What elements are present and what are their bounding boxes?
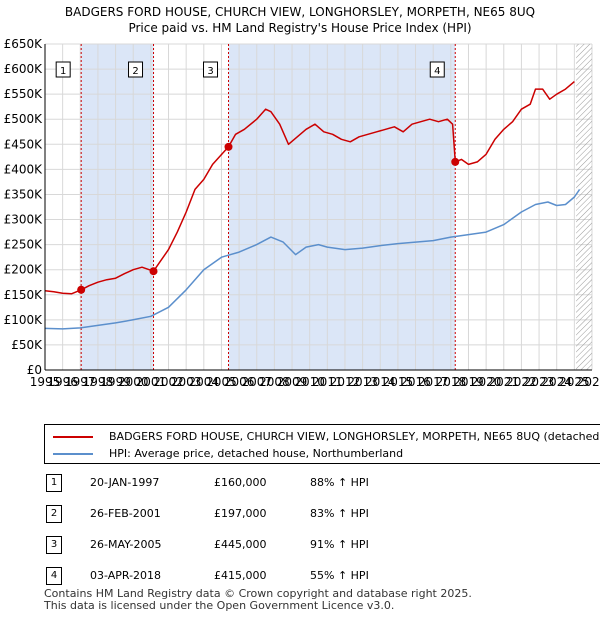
- sale-number-badge: 1: [46, 474, 62, 492]
- y-tick-label: £600K: [4, 62, 44, 76]
- legend-swatch-hpi: [53, 453, 93, 455]
- price-chart: 1 2 3 4 £0 £50K £100K £150K £200K £250K £300K £350…: [4, 37, 600, 389]
- x-tick-label: 2009: [277, 375, 308, 389]
- sale-point: [77, 285, 86, 294]
- y-tick-label: £650K: [4, 37, 44, 51]
- x-tick-label: 2012: [330, 375, 361, 389]
- x-tick-label: 2014: [365, 375, 396, 389]
- x-tick-label: 2024: [541, 375, 572, 389]
- chart-legend: BADGERS FORD HOUSE, CHURCH VIEW, LONGHOR…: [44, 424, 600, 464]
- x-tick-label: 2005: [206, 375, 237, 389]
- ownership-shade: [228, 44, 456, 370]
- ownership-shade: [81, 44, 154, 370]
- sale-row: 1 20-JAN-1997 £160,000 88% ↑ HPI: [44, 474, 444, 492]
- sale-number-badge: 4: [46, 567, 62, 585]
- y-tick-label: £550K: [4, 87, 44, 101]
- sale-row: 2 26-FEB-2001 £197,000 83% ↑ HPI: [44, 505, 444, 523]
- x-tick-label: 2022: [506, 375, 537, 389]
- sale-date: 03-APR-2018: [90, 569, 162, 582]
- chart-title-line-1: BADGERS FORD HOUSE, CHURCH VIEW, LONGHOR…: [64, 5, 536, 19]
- x-tick-label: 2011: [312, 375, 343, 389]
- x-tick-label: 2023: [524, 375, 555, 389]
- x-tick-label: 2016: [400, 375, 431, 389]
- x-tick-label: 1997: [65, 375, 96, 389]
- sale-marker-box: [55, 61, 71, 78]
- sale-marker-label: 3: [207, 66, 213, 77]
- x-tick-label: 1995: [30, 375, 61, 389]
- property-price-line: [44, 81, 575, 295]
- x-tick-label: 2018: [436, 375, 467, 389]
- y-tick-label: £100K: [4, 313, 44, 327]
- x-tick-label: 2007: [241, 375, 272, 389]
- x-tick-label: 2002: [153, 375, 184, 389]
- legend-label-property: BADGERS FORD HOUSE, CHURCH VIEW, LONGHOR…: [109, 430, 600, 443]
- sale-marker-box: [128, 61, 144, 78]
- sale-price: £445,000: [214, 538, 267, 551]
- sale-marker-label: 4: [434, 66, 440, 77]
- x-tick-label: 2003: [171, 375, 202, 389]
- hpi-line: [44, 188, 581, 330]
- y-tick-label: £500K: [4, 112, 44, 126]
- x-tick-label: 2008: [259, 375, 290, 389]
- footer-line-1: Contains HM Land Registry data © Crown c…: [44, 587, 472, 600]
- x-tick-label: 2006: [224, 375, 255, 389]
- sale-marker-box: [203, 61, 219, 78]
- x-tick-label: 2004: [189, 375, 220, 389]
- sale-price: £197,000: [214, 507, 267, 520]
- sale-hpi-change: 88% ↑ HPI: [310, 476, 369, 489]
- y-tick-label: £150K: [4, 288, 44, 302]
- sale-point: [224, 142, 233, 151]
- y-tick-label: £50K: [11, 338, 43, 352]
- y-tick-label: £200K: [4, 263, 44, 277]
- sale-hpi-change: 83% ↑ HPI: [310, 507, 369, 520]
- x-tick-label: 1998: [83, 375, 114, 389]
- x-tick-label: 2013: [347, 375, 378, 389]
- x-tick-label: 2019: [453, 375, 484, 389]
- x-tick-label: 1999: [100, 375, 131, 389]
- x-tick-label: 2001: [136, 375, 167, 389]
- footer-line-2: This data is licensed under the Open Gov…: [44, 599, 395, 612]
- sale-point: [149, 267, 158, 276]
- x-tick-label: 2020: [471, 375, 502, 389]
- legend-label-hpi: HPI: Average price, detached house, Nort…: [109, 447, 404, 460]
- x-tick-label: 2026: [577, 375, 600, 389]
- sale-hpi-change: 91% ↑ HPI: [310, 538, 369, 551]
- sale-marker-box: [429, 61, 445, 78]
- x-tick-label: 2021: [489, 375, 520, 389]
- sale-marker-label: 1: [60, 66, 66, 77]
- y-tick-label: £250K: [4, 238, 44, 252]
- chart-title: BADGERS FORD HOUSE, CHURCH VIEW, LONGHOR…: [0, 4, 600, 36]
- sale-hpi-change: 55% ↑ HPI: [310, 569, 369, 582]
- x-tick-label: 2000: [118, 375, 149, 389]
- forecast-hatch: [576, 44, 592, 370]
- sale-price: £160,000: [214, 476, 267, 489]
- sale-date: 26-FEB-2001: [90, 507, 161, 520]
- x-tick-label: 2015: [383, 375, 414, 389]
- y-tick-label: £400K: [4, 162, 44, 176]
- sale-marker-label: 2: [132, 66, 138, 77]
- x-tick-label: 1996: [47, 375, 78, 389]
- sale-point: [451, 157, 460, 166]
- sale-price: £415,000: [214, 569, 267, 582]
- x-tick-label: 2010: [294, 375, 325, 389]
- y-tick-label: £450K: [4, 137, 44, 151]
- x-tick-label: 2025: [559, 375, 590, 389]
- footer-attribution: Contains HM Land Registry data © Crown c…: [44, 588, 472, 612]
- sale-number-badge: 2: [46, 505, 62, 523]
- y-tick-label: £0: [27, 363, 42, 377]
- sale-number-badge: 3: [46, 536, 62, 554]
- sale-row: 4 03-APR-2018 £415,000 55% ↑ HPI: [44, 567, 444, 585]
- sale-date: 20-JAN-1997: [90, 476, 160, 489]
- chart-title-line-2: Price paid vs. HM Land Registry's House …: [128, 21, 472, 35]
- y-tick-label: £300K: [4, 213, 44, 227]
- sale-date: 26-MAY-2005: [90, 538, 162, 551]
- x-tick-label: 2017: [418, 375, 449, 389]
- y-tick-label: £350K: [4, 187, 44, 201]
- legend-swatch-property: [53, 436, 93, 438]
- sale-row: 3 26-MAY-2005 £445,000 91% ↑ HPI: [44, 536, 444, 554]
